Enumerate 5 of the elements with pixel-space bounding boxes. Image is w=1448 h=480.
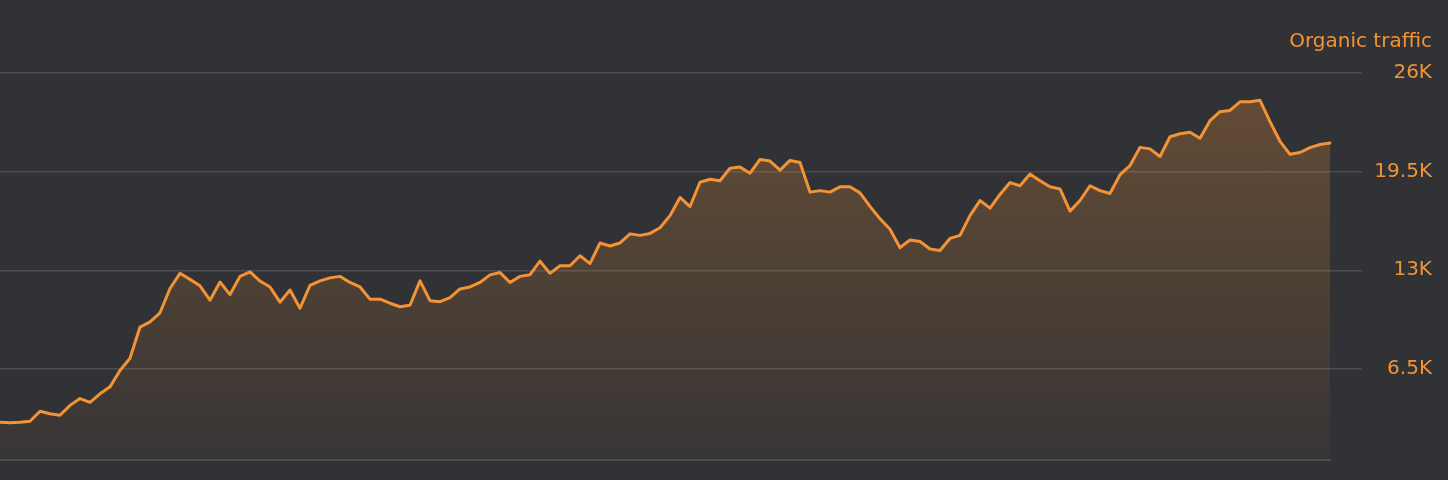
y-tick-label: 13K — [1393, 256, 1433, 281]
y-tick-label: 6.5K — [1387, 355, 1433, 380]
y-axis-title: Organic traffic — [1289, 28, 1432, 52]
y-tick-label: 26K — [1393, 59, 1433, 84]
y-tick-label: 19.5K — [1374, 157, 1433, 182]
